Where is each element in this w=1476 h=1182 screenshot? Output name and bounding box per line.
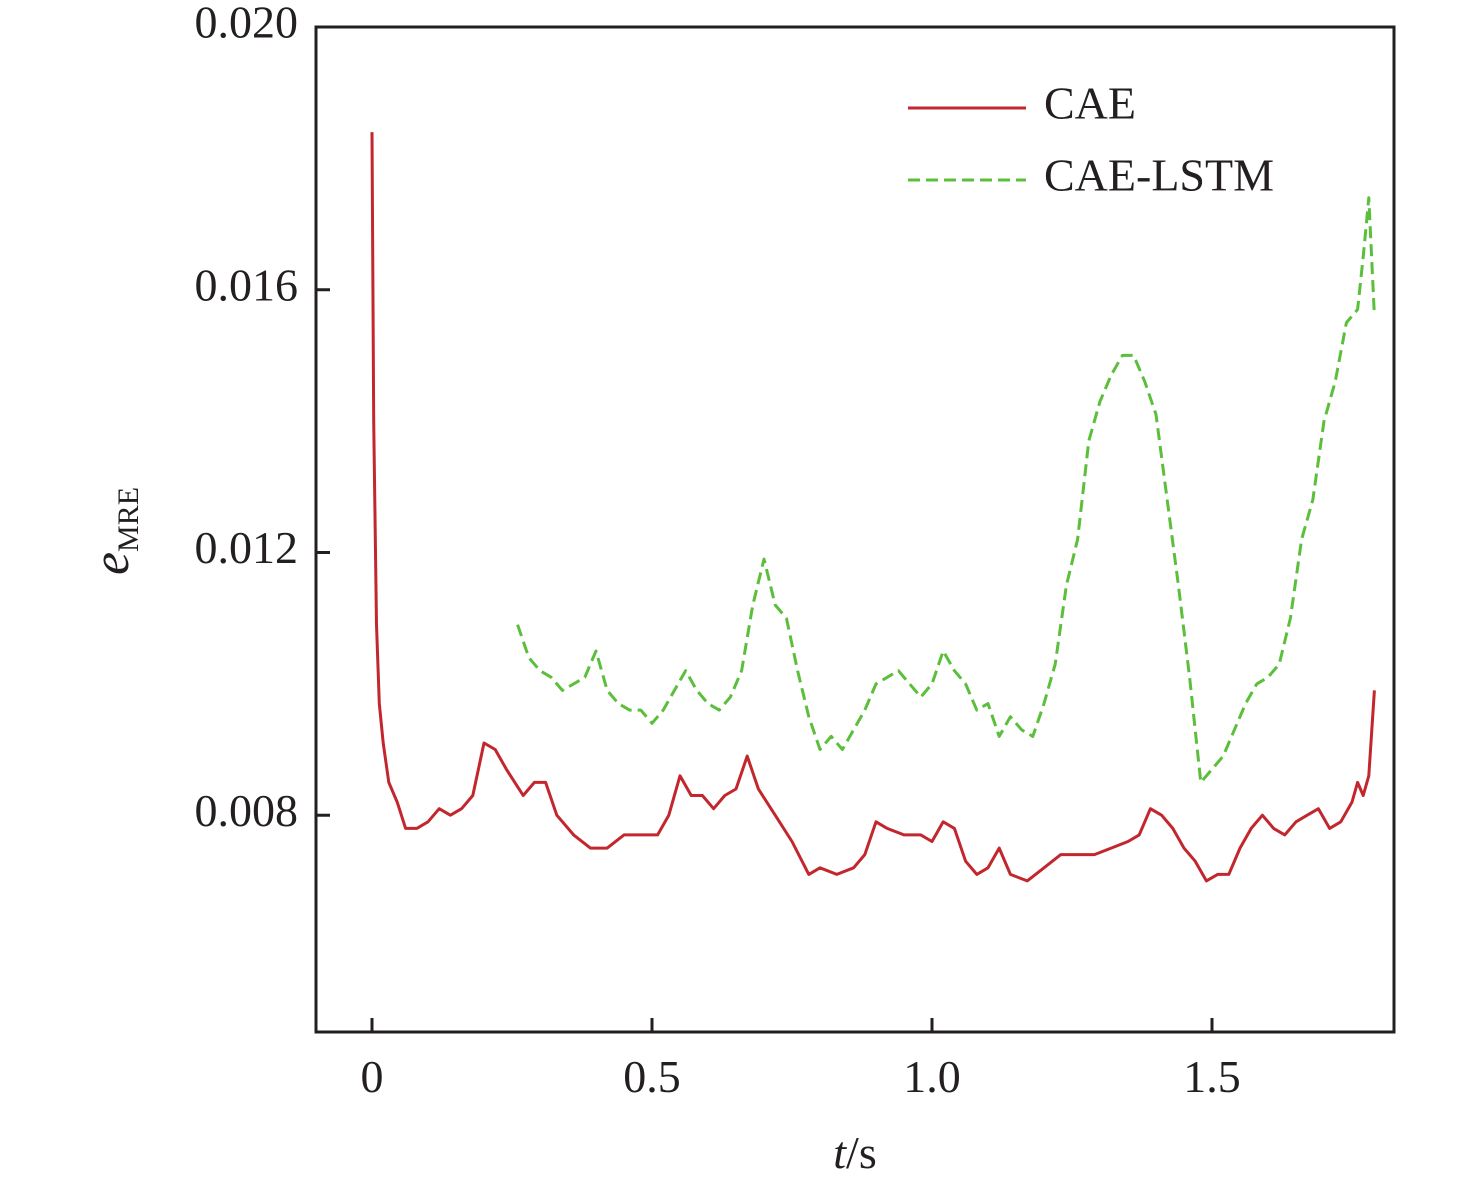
y-tick-label: 0.008 <box>195 785 299 836</box>
x-tick-label: 1.5 <box>1183 1051 1241 1102</box>
y-axis-label: eMRE <box>83 487 145 575</box>
y-axis-label-main: e <box>83 552 140 575</box>
x-axis-label: t/s <box>833 1127 876 1178</box>
series-line-cae <box>370 132 1376 883</box>
x-tick-label: 0 <box>361 1051 384 1102</box>
y-axis-label-subscript: MRE <box>112 487 145 552</box>
y-axis-label-text: eMRE <box>83 487 145 575</box>
legend-label-cae-lstm: CAE-LSTM <box>1044 150 1274 201</box>
y-tick-label: 0.016 <box>195 259 299 310</box>
x-tick-label: 1.0 <box>903 1051 961 1102</box>
plot-frame <box>314 25 1396 1034</box>
legend: CAE CAE-LSTM <box>908 78 1274 201</box>
y-tick-label: 0.012 <box>195 522 299 573</box>
plot-area <box>370 132 1376 883</box>
x-tick-label: 0.5 <box>623 1051 681 1102</box>
x-axis-label-unit: /s <box>846 1127 877 1178</box>
axes: 0 0.5 1.0 1.5 0.008 0.012 0.016 0.020 t/s eMRE <box>83 0 1396 1178</box>
x-axis-label-variable: t <box>833 1127 847 1178</box>
series-line-cae-lstm <box>516 196 1376 784</box>
legend-label-cae: CAE <box>1044 78 1136 129</box>
y-tick-label: 0.020 <box>195 0 299 48</box>
